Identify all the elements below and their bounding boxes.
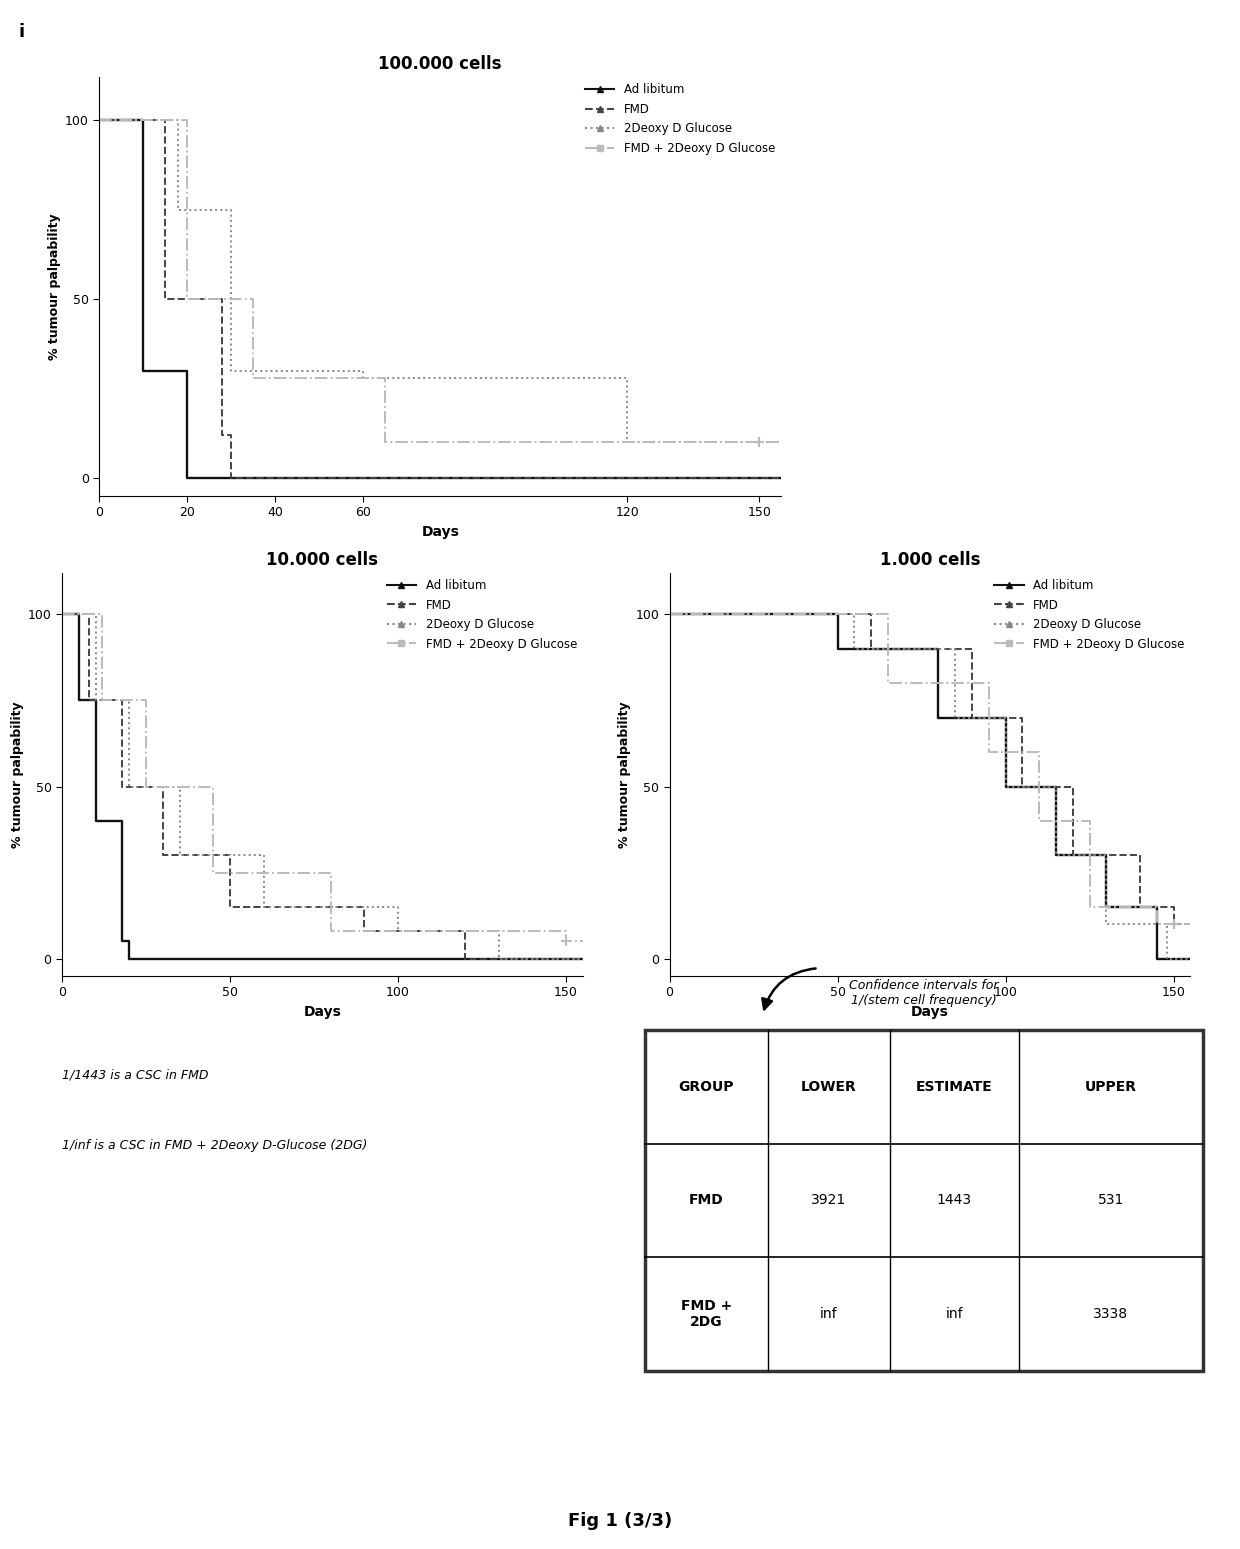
Text: inf: inf bbox=[820, 1307, 838, 1321]
Legend: Ad libitum, FMD, 2Deoxy D Glucose, FMD + 2Deoxy D Glucose: Ad libitum, FMD, 2Deoxy D Glucose, FMD +… bbox=[387, 579, 577, 651]
Text: 1/1443 is a CSC in FMD: 1/1443 is a CSC in FMD bbox=[62, 1069, 208, 1081]
Text: LOWER: LOWER bbox=[801, 1080, 857, 1094]
Text: Fig 1 (3/3): Fig 1 (3/3) bbox=[568, 1512, 672, 1530]
X-axis label: Days: Days bbox=[911, 1005, 949, 1019]
Text: 1/inf is a CSC in FMD + 2Deoxy D-Glucose (2DG): 1/inf is a CSC in FMD + 2Deoxy D-Glucose… bbox=[62, 1139, 367, 1151]
X-axis label: Days: Days bbox=[304, 1005, 341, 1019]
Legend: Ad libitum, FMD, 2Deoxy D Glucose, FMD + 2Deoxy D Glucose: Ad libitum, FMD, 2Deoxy D Glucose, FMD +… bbox=[585, 84, 775, 155]
Text: 3338: 3338 bbox=[1094, 1307, 1128, 1321]
Text: FMD: FMD bbox=[688, 1193, 724, 1208]
Text: FMD +
2DG: FMD + 2DG bbox=[681, 1300, 732, 1329]
Title: 1.000 cells: 1.000 cells bbox=[879, 551, 981, 568]
Legend: Ad libitum, FMD, 2Deoxy D Glucose, FMD + 2Deoxy D Glucose: Ad libitum, FMD, 2Deoxy D Glucose, FMD +… bbox=[994, 579, 1184, 651]
Title: 10.000 cells: 10.000 cells bbox=[267, 551, 378, 568]
Title: 100.000 cells: 100.000 cells bbox=[378, 56, 502, 73]
Text: ESTIMATE: ESTIMATE bbox=[916, 1080, 993, 1094]
Text: 531: 531 bbox=[1097, 1193, 1123, 1208]
Text: 3921: 3921 bbox=[811, 1193, 847, 1208]
Text: inf: inf bbox=[946, 1307, 963, 1321]
Y-axis label: % tumour palpability: % tumour palpability bbox=[619, 702, 631, 847]
X-axis label: Days: Days bbox=[422, 525, 459, 539]
Text: UPPER: UPPER bbox=[1085, 1080, 1137, 1094]
Y-axis label: % tumour palpability: % tumour palpability bbox=[11, 702, 24, 847]
Text: i: i bbox=[19, 23, 25, 42]
Y-axis label: % tumour palpability: % tumour palpability bbox=[48, 214, 61, 359]
Text: 1443: 1443 bbox=[937, 1193, 972, 1208]
Text: GROUP: GROUP bbox=[678, 1080, 734, 1094]
Text: Confidence intervals for
1/(stem cell frequency): Confidence intervals for 1/(stem cell fr… bbox=[849, 979, 998, 1007]
